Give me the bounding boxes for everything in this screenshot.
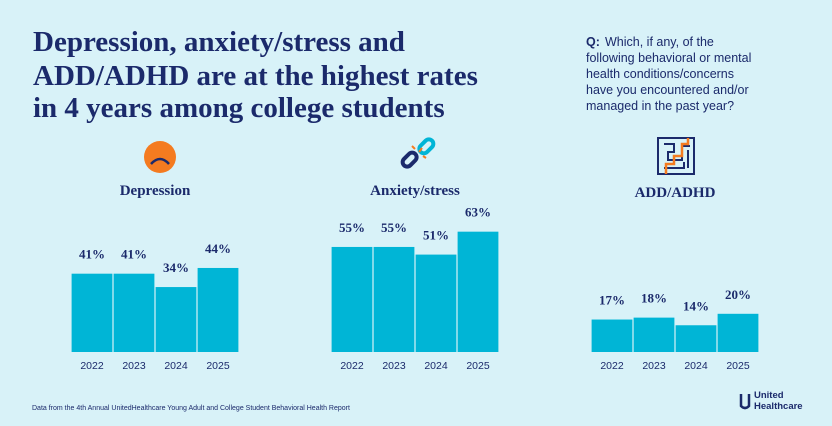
question-line: following behavioral or mental — [586, 51, 751, 65]
x-tick-label: 2022 — [600, 360, 624, 372]
x-tick-label: 2024 — [164, 360, 188, 372]
bar — [633, 317, 675, 352]
question-line: have you encountered and/or — [586, 83, 749, 97]
x-tick-label: 2025 — [206, 360, 230, 372]
value-label: 14% — [683, 298, 709, 313]
value-label: 51% — [423, 228, 449, 243]
x-tick-label: 2023 — [382, 360, 406, 372]
title-line: in 4 years among college students — [33, 92, 445, 124]
logo: United Healthcare — [739, 390, 803, 412]
x-tick-label: 2022 — [80, 360, 104, 372]
bar — [197, 267, 239, 352]
value-label: 17% — [599, 293, 625, 308]
chart-title: ADD/ADHD — [635, 185, 716, 201]
bar — [675, 325, 717, 352]
bar — [373, 246, 415, 352]
broken-chain-icon — [400, 137, 436, 169]
value-label: 20% — [725, 287, 751, 302]
value-label: 41% — [121, 247, 147, 262]
value-label: 34% — [163, 260, 189, 275]
value-label: 55% — [381, 220, 407, 235]
bar — [591, 319, 633, 352]
sad-face-icon — [144, 141, 176, 173]
bar — [331, 246, 373, 352]
bar — [457, 231, 499, 352]
question-line: managed in the past year? — [586, 99, 734, 113]
value-label: 44% — [205, 241, 231, 256]
page-title: Depression, anxiety/stress and ADD/ADHD … — [33, 26, 478, 124]
x-tick-label: 2023 — [642, 360, 666, 372]
x-tick-label: 2024 — [684, 360, 708, 372]
title-line: ADD/ADHD are at the highest rates — [33, 60, 478, 92]
chart-title: Depression — [120, 183, 191, 199]
x-tick-label: 2025 — [726, 360, 750, 372]
maze-icon — [657, 137, 695, 175]
value-label: 18% — [641, 291, 667, 306]
title-line: Depression, anxiety/stress and — [33, 26, 405, 58]
value-label: 63% — [465, 205, 491, 220]
question-line: health conditions/concerns — [586, 67, 734, 81]
value-label: 41% — [79, 247, 105, 262]
bar — [155, 287, 197, 352]
value-label: 55% — [339, 220, 365, 235]
logo-text: United — [754, 390, 784, 401]
bar — [113, 273, 155, 352]
bar — [415, 254, 457, 352]
x-tick-label: 2022 — [340, 360, 364, 372]
chart-title: Anxiety/stress — [370, 183, 460, 199]
footer: Data from the 4th Annual UnitedHealthcar… — [32, 405, 350, 412]
x-tick-label: 2023 — [122, 360, 146, 372]
bar — [717, 313, 759, 352]
question-label: Q: — [586, 35, 600, 49]
question-line: Which, if any, of the — [605, 35, 714, 49]
bar — [71, 273, 113, 352]
x-tick-label: 2025 — [466, 360, 490, 372]
x-tick-label: 2024 — [424, 360, 448, 372]
logo-text: Healthcare — [754, 401, 803, 412]
